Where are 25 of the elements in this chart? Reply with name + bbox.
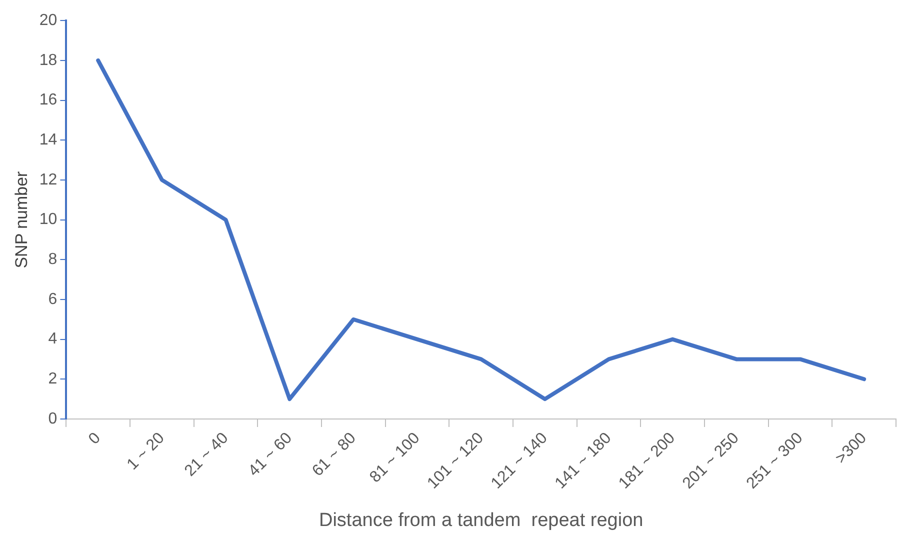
x-tick-label: 0 — [86, 430, 104, 448]
y-tick-label: 20 — [39, 12, 58, 30]
x-axis-title: Distance from a tandem repeat region — [318, 510, 644, 531]
x-tick-label: 61 ~ 80 — [309, 430, 360, 480]
y-tick-label: 12 — [39, 171, 58, 188]
x-tick-label: 21 ~ 40 — [182, 430, 232, 480]
x-tick-label: 81 ~ 100 — [366, 430, 424, 486]
y-tick-label: 18 — [39, 52, 58, 69]
y-tick-label: 4 — [48, 330, 58, 348]
x-tick-label: 181 ~ 200 — [616, 430, 679, 492]
y-tick-label: 14 — [39, 132, 58, 149]
x-tick-label: 101 ~ 120 — [424, 430, 488, 492]
y-tick-label: 2 — [48, 370, 58, 388]
y-tick-label: 6 — [48, 290, 58, 308]
y-tick-label: 10 — [39, 211, 58, 228]
x-tick-label: 141 ~ 180 — [552, 430, 615, 492]
y-tick-label: 16 — [39, 92, 58, 109]
x-tick-label: 41 ~ 60 — [245, 430, 296, 480]
x-tick-label: 201 ~ 250 — [680, 430, 742, 492]
y-tick-label: 0 — [48, 410, 58, 428]
y-tick-label: 8 — [48, 251, 58, 268]
x-tick-label: 121 ~ 140 — [488, 430, 551, 492]
x-tick-label: 251 ~ 300 — [744, 430, 806, 492]
y-axis-title: SNP number — [12, 170, 31, 268]
x-tick-label: 1 ~ 20 — [124, 430, 168, 474]
